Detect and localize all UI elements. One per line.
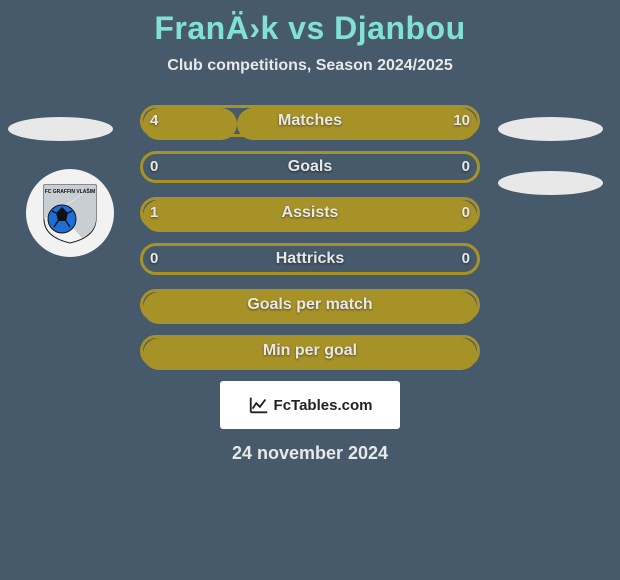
chart-line-icon [248,394,270,416]
stat-value-right: 10 [453,105,470,137]
stat-row: Hattricks0 0 [0,243,620,275]
stat-value-right: 0 [462,151,470,183]
stat-label: Goals per match [140,289,480,321]
stat-value-left: 0 [150,151,158,183]
stat-row: Min per goal [0,335,620,367]
watermark-text: FcTables.com [274,397,373,414]
svg-text:FC GRAFFIN VLAŠIM: FC GRAFFIN VLAŠIM [45,187,96,195]
stat-row: Goals0 0 [0,151,620,183]
stat-value-right: 0 [462,197,470,229]
stat-label: Matches [140,105,480,137]
stat-label: Hattricks [140,243,480,275]
stat-row: Assists1 0 [0,197,620,229]
stat-value-right: 0 [462,243,470,275]
date-line: 24 november 2024 [0,443,620,464]
stat-value-left: 4 [150,105,158,137]
stat-row: Goals per match [0,289,620,321]
stat-label: Min per goal [140,335,480,367]
watermark: FcTables.com [220,381,400,429]
stats-area: FC GRAFFIN VLAŠIM Matches410Goals00Assis… [0,105,620,367]
stat-label: Assists [140,197,480,229]
page-title: FranÄ›k vs Djanbou [0,0,620,47]
stat-row: Matches4 10 [0,105,620,137]
page-subtitle: Club competitions, Season 2024/2025 [0,57,620,75]
stat-value-left: 0 [150,243,158,275]
comparison-card: FranÄ›k vs Djanbou Club competitions, Se… [0,0,620,580]
stat-value-left: 1 [150,197,158,229]
stat-label: Goals [140,151,480,183]
